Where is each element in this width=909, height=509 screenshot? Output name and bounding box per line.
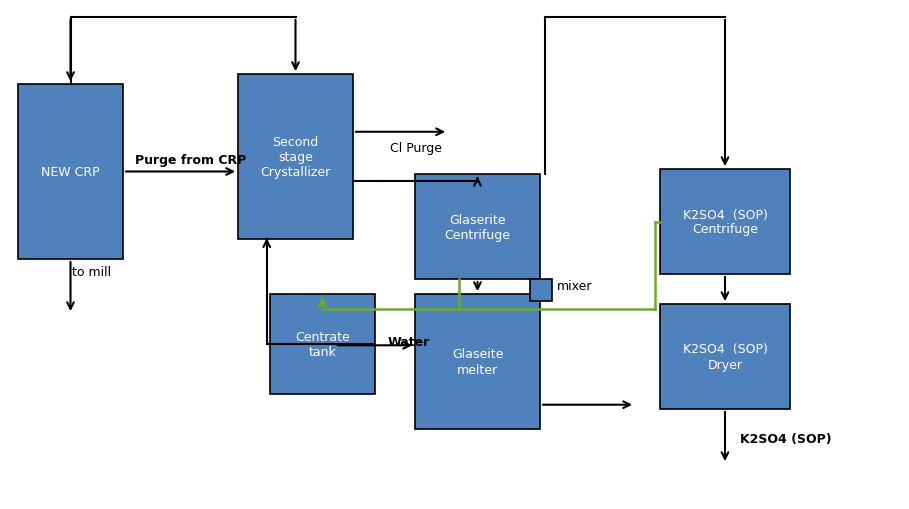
Text: mixer: mixer	[557, 280, 593, 293]
Text: Water: Water	[388, 335, 430, 348]
FancyBboxPatch shape	[415, 294, 540, 429]
FancyBboxPatch shape	[270, 294, 375, 394]
Text: Glaserite
Centrifuge: Glaserite Centrifuge	[445, 213, 511, 241]
Text: K2SO4 (SOP): K2SO4 (SOP)	[740, 433, 832, 445]
Text: Second
stage
Crystallizer: Second stage Crystallizer	[260, 136, 331, 179]
FancyBboxPatch shape	[18, 85, 123, 260]
Text: to mill: to mill	[72, 265, 111, 278]
FancyBboxPatch shape	[530, 279, 552, 301]
FancyBboxPatch shape	[660, 169, 790, 274]
Text: K2SO4  (SOP)
Centrifuge: K2SO4 (SOP) Centrifuge	[683, 208, 767, 236]
Text: Glaseite
melter: Glaseite melter	[452, 348, 504, 376]
Text: Cl Purge: Cl Purge	[390, 141, 442, 154]
Text: K2SO4  (SOP)
Dryer: K2SO4 (SOP) Dryer	[683, 343, 767, 371]
Text: Centrate
tank: Centrate tank	[295, 330, 350, 358]
FancyBboxPatch shape	[238, 75, 353, 240]
Text: NEW CRP: NEW CRP	[41, 165, 100, 179]
FancyBboxPatch shape	[415, 175, 540, 279]
Text: Purge from CRP: Purge from CRP	[135, 153, 246, 166]
FancyBboxPatch shape	[660, 304, 790, 409]
